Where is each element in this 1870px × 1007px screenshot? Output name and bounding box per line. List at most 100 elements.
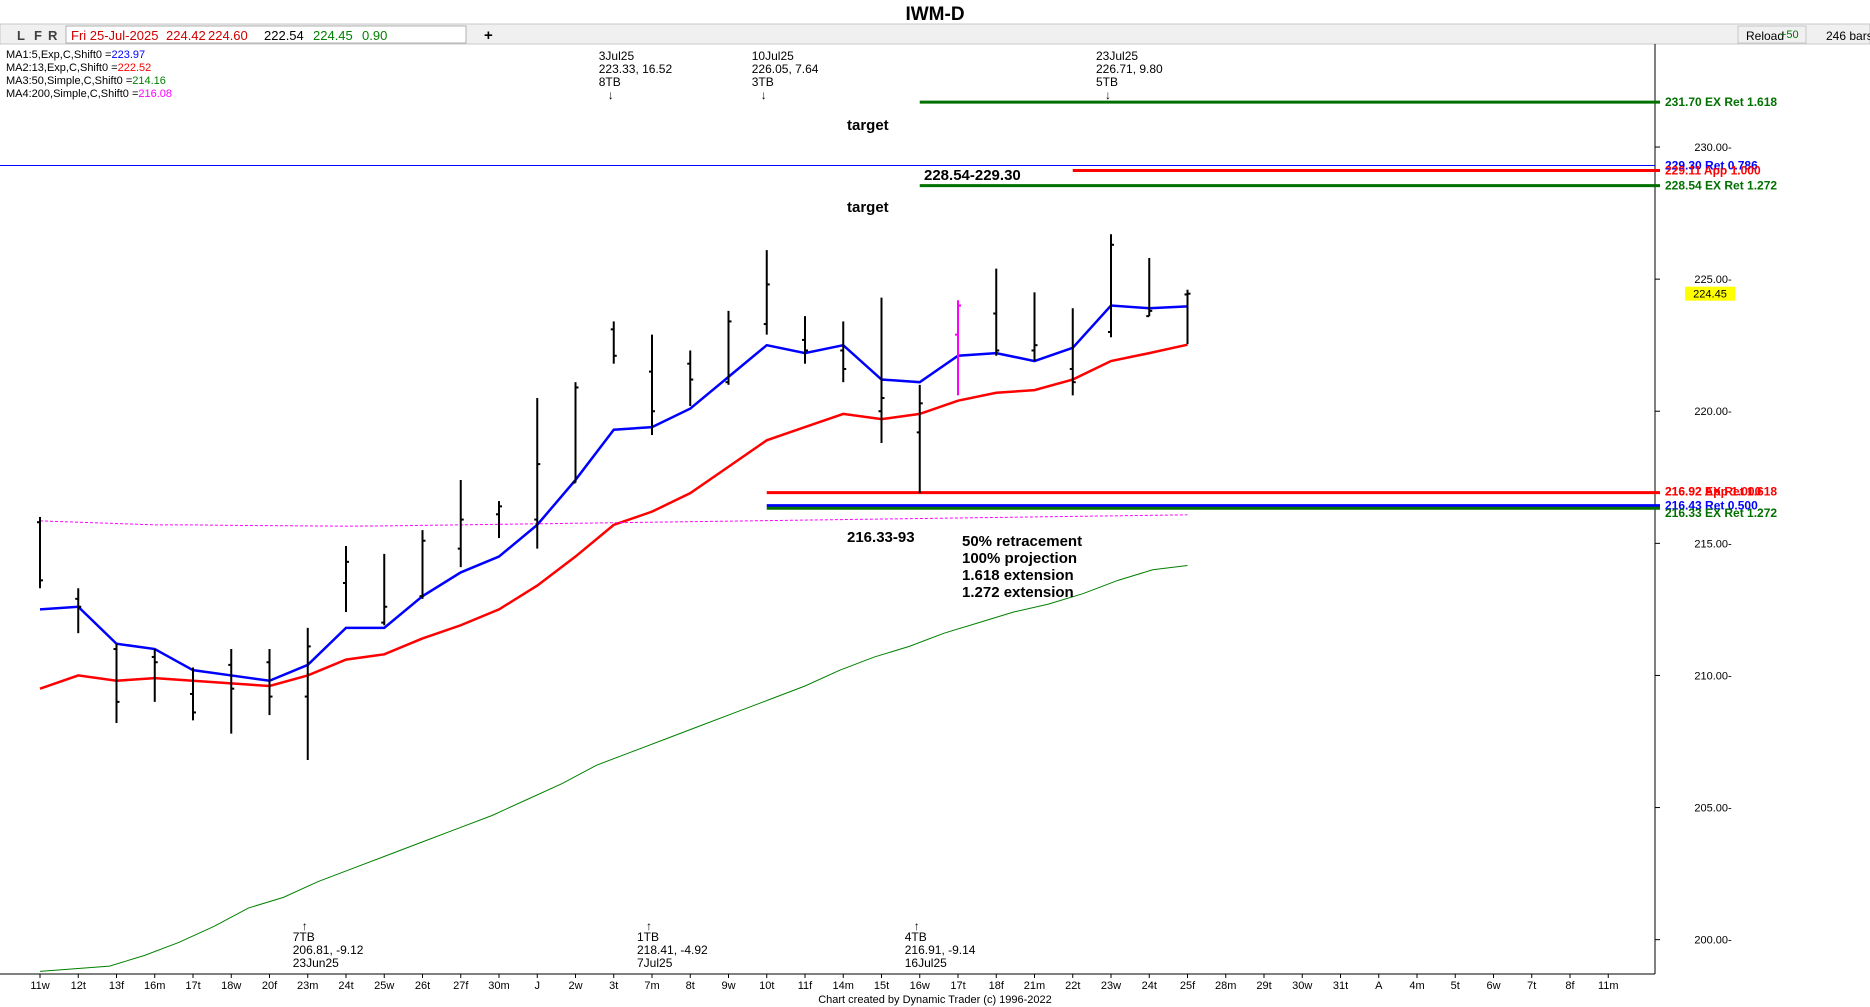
swing-low-label: 16Jul25	[905, 956, 947, 970]
date-tick-label: 11f	[798, 980, 813, 992]
date-tick-label: 16w	[910, 980, 930, 992]
date-tick-label: 11m	[1598, 980, 1619, 992]
date-tick-label: 17t	[185, 980, 200, 992]
price-tick-label: 200.00-	[1694, 935, 1732, 947]
quote-low: 222.54	[264, 28, 304, 43]
price-level-label: 229.11 App 1.000	[1665, 164, 1761, 178]
date-tick-label: 9w	[721, 980, 735, 992]
zone-label-upper: 228.54-229.30	[924, 167, 1021, 184]
ohlc-bar	[151, 649, 158, 702]
indicator-ma4: MA4:200,Simple,C,Shift0 =216.08	[6, 88, 172, 100]
date-tick-label: 29t	[1256, 980, 1271, 992]
ohlc-bar	[1108, 234, 1114, 338]
date-tick-label: 24t	[1142, 980, 1157, 992]
date-tick-label: 17t	[950, 980, 965, 992]
ohlc-bar	[993, 268, 1000, 356]
price-level-label: 229.30 Ret 0.786	[1665, 159, 1758, 173]
date-tick-label: 30m	[488, 980, 509, 992]
ohlc-bar	[1184, 289, 1191, 345]
price-level-label: 216.92 App 1.000	[1665, 485, 1762, 499]
ohlc-bar	[725, 310, 732, 385]
swing-high-label: 3TB	[752, 75, 774, 89]
price-tick-label: 230.00-	[1694, 142, 1732, 154]
ohlc-bar	[190, 667, 196, 721]
swing-high-label: 3Jul25	[599, 49, 635, 63]
note-line-4: 1.272 extension	[962, 584, 1074, 601]
toolbar-background	[0, 23, 1870, 45]
ohlc-bar	[649, 334, 655, 436]
date-tick-label: 18f	[989, 980, 1005, 992]
toolbar-button-l[interactable]: L	[17, 28, 25, 43]
date-tick-label: 14m	[833, 980, 854, 992]
date-tick-label: A	[1375, 980, 1383, 992]
price-tick-label: 205.00-	[1694, 803, 1732, 815]
moving-averages	[39, 304, 1188, 972]
ohlc-bar	[457, 479, 464, 568]
date-tick-label: 24t	[338, 980, 353, 992]
date-tick-label: 7t	[1527, 980, 1536, 992]
price-tick-label: 225.00-	[1694, 274, 1732, 286]
down-arrow-icon: ↓	[1105, 88, 1111, 102]
note-line-2: 100% projection	[962, 550, 1077, 567]
date-tick-label: 15t	[874, 980, 889, 992]
target-label-lower: target	[847, 199, 889, 216]
date-tick-label: 12t	[71, 980, 86, 992]
ohlc-bar	[381, 553, 388, 626]
ohlc-bar	[113, 643, 120, 724]
ma50-line	[39, 565, 1188, 972]
date-tick-label: 27f	[453, 980, 469, 992]
ohlc-bar	[304, 627, 311, 760]
ohlc-bar	[955, 300, 961, 396]
footer-credit: Chart created by Dynamic Trader (c) 1996…	[818, 994, 1052, 1006]
quote-close: 224.45	[313, 28, 353, 43]
swing-high-label: 226.71, 9.80	[1096, 62, 1163, 76]
levels-layer: 231.70 EX Ret 1.618 229.30 Ret 0.786229.1…	[0, 95, 1777, 520]
bars-step-button[interactable]: +50	[1780, 29, 1799, 41]
target-label-upper: target	[847, 117, 889, 134]
up-arrow-icon: ↑	[646, 919, 652, 933]
ohlc-bar	[496, 501, 502, 539]
up-arrow-icon: ↑	[302, 919, 308, 933]
date-tick-label: 30w	[1292, 980, 1312, 992]
date-tick-label: 2w	[568, 980, 582, 992]
quote-box	[65, 25, 467, 44]
date-tick-label: 23w	[1101, 980, 1121, 992]
date-tick-label: J	[535, 980, 541, 992]
price-level-label: 231.70 EX Ret 1.618	[1665, 95, 1777, 109]
ohlc-bar	[763, 250, 770, 335]
toolbar-button-r[interactable]: R	[48, 28, 58, 43]
ma200-line	[39, 514, 1188, 527]
swing-low-label: 216.91, -9.14	[905, 943, 976, 957]
ma13-line	[39, 343, 1188, 690]
date-tick-label: 6w	[1486, 980, 1500, 992]
down-arrow-icon: ↓	[608, 88, 614, 102]
toolbar-button-f[interactable]: F	[34, 28, 42, 43]
chart-title: IWM-D	[905, 4, 964, 25]
ohlc-bar	[610, 321, 617, 364]
ohlc-bar	[1069, 308, 1076, 396]
swing-low-label: 4TB	[905, 930, 927, 944]
date-tick-label: 22t	[1065, 980, 1080, 992]
date-tick-label: 31t	[1333, 980, 1348, 992]
ohlc-bar	[343, 545, 349, 613]
ohlc-bar	[840, 321, 847, 383]
date-tick-label: 21m	[1024, 980, 1045, 992]
date-axis: 11w 12t 13f 16m 17t 18w 20f 23m 24t 25w 26t 27f 30m J…	[30, 974, 1619, 992]
add-button[interactable]: +	[484, 27, 493, 44]
swing-high-label: 10Jul25	[752, 49, 794, 63]
swing-low-label: 23Jun25	[293, 956, 339, 970]
ohlc-bar	[687, 350, 694, 406]
swing-low-label: 7TB	[293, 930, 315, 944]
price-level-label: 228.54 EX Ret 1.272	[1665, 179, 1777, 193]
date-tick-label: 8f	[1565, 980, 1575, 992]
price-bars	[37, 234, 1191, 760]
price-level-label: 216.92 EX Ret 1.618	[1665, 485, 1777, 499]
last-price-label: 224.45	[1693, 289, 1727, 301]
price-level-label: 216.43 Ret 0.500	[1665, 499, 1758, 513]
reload-button[interactable]: Reload	[1746, 29, 1784, 43]
indicator-ma2: MA2:13,Exp,C,Shift0 =222.52	[6, 62, 151, 74]
date-tick-label: 23m	[297, 980, 318, 992]
date-tick-label: 10t	[759, 980, 774, 992]
price-level-label: 216.33 EX Ret 1.272	[1665, 506, 1777, 520]
ohlc-bar	[916, 384, 923, 494]
